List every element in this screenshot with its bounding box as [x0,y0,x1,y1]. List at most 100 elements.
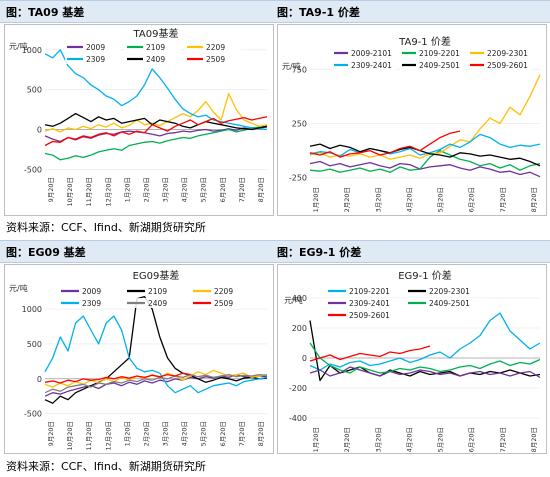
x-tick-label: 4月20日 [181,421,189,446]
y-tick-label: 750 [292,65,307,74]
x-tick-label: 11月20日 [85,421,93,451]
x-tick-label: 7月20日 [499,427,507,452]
legend-label: 2409-2501 [419,61,460,70]
legend-label: 2509-2601 [487,61,528,70]
legend-label: 2009-2101 [351,49,392,58]
y-tick-label: 500 [27,86,42,95]
y-tick-label: -400 [289,414,307,423]
x-tick-label: 5月20日 [437,427,445,452]
series-line-2009 [44,373,268,397]
figure-title-ta91: 图：TA9-1 价差 [277,6,360,19]
legend-bg [400,60,464,70]
y-tick-label: 400 [292,294,307,303]
chart-title: EG9-1 价差 [398,269,452,282]
x-tick-label: 8月20日 [530,427,538,452]
legend-bg [468,60,532,70]
legend-label: 2409 [146,55,165,64]
figure-title-eg09: 图：EG09 基差 [6,246,86,259]
legend-label: 2409 [148,299,167,308]
chart-title: TA09基差 [133,27,179,40]
series-line-2009 [44,126,268,143]
legend-bg [65,54,121,64]
legend-bg [326,298,402,308]
legend-bg [400,48,464,58]
series-line-2509 [44,372,191,384]
y-tick-label: -500 [24,165,42,174]
x-tick-label: 3月20日 [162,421,170,446]
source-note-top: 资料来源：CCF、Ifind、新湖期货研究所 [6,221,206,234]
x-tick-label: 4月20日 [181,177,189,202]
x-tick-label: 2月20日 [343,427,351,452]
legend-label: 2209-2301 [487,49,528,58]
y-tick-label: 0 [37,126,42,135]
panel-ta91: TA9-1 价差 元/吨 -250 250 750 1月20日 2月20日 3月20日 4月20… [277,24,547,216]
legend-bg [125,298,187,308]
x-tick-label: 4月20日 [405,427,413,452]
series-line-2109-2201 [309,312,541,371]
legend-bg [65,42,121,52]
x-tick-label: 1月20日 [312,427,320,452]
legend-bg [125,54,181,64]
series-line-2509-2601 [309,345,431,362]
panel-ta09: TA09基差 元/吨 -500 0 500 1000 9月20日 10月20日 11月20日 12… [4,24,274,216]
legend-bg [326,286,402,296]
series-line-2509 [44,116,268,147]
legend-bg [59,286,121,296]
y-axis-unit: 元/吨 [282,61,301,71]
x-tick-label: 5月20日 [437,187,445,212]
x-tick-label: 1月20日 [312,187,320,212]
chart-eg91: EG9-1 价差元/吨 -400 -200 0 200 400 1月20日 2月20日 3月20… [284,269,541,452]
legend-label: 2209 [214,287,233,296]
y-tick-label: -200 [289,384,307,393]
series-line-2409-2501 [309,342,541,374]
legend-label: 2509-2601 [349,311,390,320]
legend-label: 2409-2501 [429,299,470,308]
middle-figure-bar: 图：EG09 基差 图：EG9-1 价差 [0,240,550,263]
y-tick-label: 200 [292,324,307,333]
y-tick-label: 500 [27,340,42,349]
legend-label: 2309-2401 [349,299,390,308]
x-tick-label: 1月20日 [123,421,131,446]
legend-bg [125,42,181,52]
series-line-2209 [44,92,268,133]
x-tick-label: 5月20日 [200,177,208,202]
legend-bg [59,298,121,308]
legend-bg [332,60,396,70]
legend-bg [185,54,241,64]
x-tick-label: 2月20日 [142,421,150,446]
x-tick-label: 12月20日 [104,421,112,451]
x-tick-label: 10月20日 [66,421,74,451]
x-tick-label: 3月20日 [374,427,382,452]
chart-title: EG09基差 [133,269,180,282]
chart-ta91: TA9-1 价差元/吨 -250 250 750 1月20日 2月20日 3月20日 4月20… [282,35,541,212]
series-line-2209-2301 [309,320,541,382]
x-tick-label: 10月20日 [66,177,74,207]
series-line-2309 [44,315,268,394]
x-tick-label: 6月20日 [468,187,476,212]
x-tick-label: 6月20日 [219,421,227,446]
legend-label: 2009 [86,43,105,52]
legend-label: 2309 [82,299,101,308]
series-line-2209-2301 [309,74,541,160]
x-tick-label: 11月20日 [85,177,93,207]
y-tick-label: -250 [289,174,307,183]
x-tick-label: 8月20日 [257,177,265,202]
y-axis-unit: 元/吨 [9,283,28,293]
panel-eg09: EG09基差 元/吨 -500 0 500 1000 9月20日 10月20日 11月20日 12… [4,264,274,454]
x-tick-label: 3月20日 [162,177,170,202]
legend-label: 2209-2301 [429,287,470,296]
x-tick-label: 2月20日 [343,187,351,212]
legend-bg [326,310,402,320]
x-tick-label: 6月20日 [219,177,227,202]
y-tick-label: 250 [292,120,307,129]
chart-title: TA9-1 价差 [398,35,451,48]
legend-bg [191,298,253,308]
legend-bg [125,286,187,296]
series-line-2409 [44,112,268,131]
legend-bg [406,286,482,296]
legend-bg [406,298,482,308]
x-tick-label: 7月20日 [238,421,246,446]
series-line-2309 [44,49,268,131]
legend-bg [468,48,532,58]
